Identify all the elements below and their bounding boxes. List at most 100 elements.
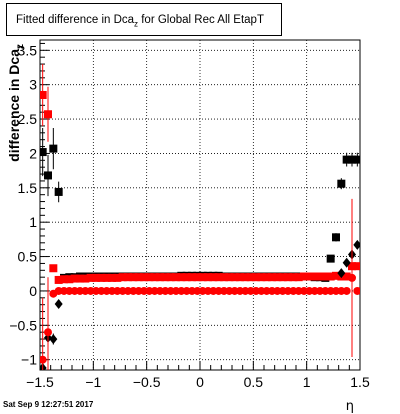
- data-point: [113, 273, 122, 282]
- data-point: [118, 273, 127, 282]
- y-tick-label: 1.5: [18, 180, 38, 196]
- data-point: [150, 273, 159, 282]
- y-axis-title-subscript: z: [15, 44, 26, 49]
- data-point: [54, 299, 63, 309]
- y-tick-label: 1: [29, 214, 37, 230]
- data-point: [246, 273, 255, 282]
- y-tick-label: 0: [29, 283, 37, 299]
- data-point: [257, 273, 266, 282]
- data-point: [145, 273, 154, 282]
- data-point: [182, 273, 191, 282]
- data-point: [188, 273, 196, 282]
- data-point: [177, 273, 186, 282]
- data-point: [204, 273, 212, 282]
- data-point: [65, 275, 74, 284]
- data-point: [342, 155, 351, 164]
- data-point: [129, 273, 138, 282]
- data-point: [321, 272, 330, 281]
- data-point: [40, 355, 47, 364]
- data-point: [342, 272, 351, 281]
- x-tick-label: 1: [303, 374, 311, 390]
- data-point: [310, 272, 319, 281]
- y-tick-label: −1: [21, 352, 37, 368]
- data-point: [81, 274, 90, 283]
- data-point: [161, 273, 170, 282]
- data-point: [54, 275, 63, 284]
- x-tick-label: −1: [85, 374, 101, 390]
- data-point: [134, 273, 143, 282]
- data-point: [172, 273, 180, 282]
- data-point: [49, 264, 58, 273]
- chart-title-subscript: z: [134, 19, 139, 29]
- data-point: [97, 273, 106, 282]
- timestamp-label: Sat Sep 9 12:27:51 2017: [3, 400, 94, 409]
- data-point: [86, 273, 95, 282]
- data-point: [284, 273, 292, 282]
- data-point: [156, 273, 164, 282]
- data-point: [44, 110, 52, 119]
- data-point: [300, 272, 308, 281]
- data-point: [60, 275, 68, 284]
- data-point: [353, 286, 360, 295]
- data-point: [342, 257, 351, 268]
- data-point: [273, 273, 282, 282]
- data-point: [214, 273, 223, 282]
- data-point: [220, 273, 228, 282]
- data-point: [166, 273, 175, 282]
- data-point: [353, 239, 360, 250]
- x-tick-label: 0.5: [244, 374, 264, 390]
- data-point: [326, 272, 335, 281]
- data-point: [49, 144, 58, 153]
- y-tick-label: −0.5: [9, 317, 37, 333]
- data-point: [332, 271, 340, 280]
- data-point: [108, 273, 116, 282]
- y-tick-label: 0.5: [18, 249, 38, 265]
- data-point: [198, 273, 207, 282]
- label-layer: −1.5 −1 −0.5 0 0.5 1 1.5 −1 −0.5 0 0.5 1 1.5 2 2.5 3 3.5…: [6, 42, 370, 414]
- data-point: [262, 273, 271, 282]
- data-point: [348, 155, 356, 164]
- data-point: [353, 155, 360, 164]
- data-point: [337, 268, 346, 279]
- x-tick-label: −0.5: [133, 374, 161, 390]
- data-point: [54, 187, 63, 196]
- data-series: [40, 64, 360, 284]
- grid-layer: [40, 40, 360, 370]
- chart-title-main: Fitted difference in Dca: [16, 14, 135, 26]
- data-point: [241, 273, 250, 282]
- data-point: [305, 272, 314, 281]
- data-point: [326, 254, 335, 263]
- data-point: [316, 272, 324, 281]
- data-point: [49, 334, 58, 345]
- data-point: [44, 328, 52, 337]
- data-point: [102, 273, 111, 282]
- y-tick-label: 3.5: [18, 42, 38, 58]
- data-point: [337, 179, 346, 188]
- marks-layer: [40, 64, 360, 370]
- y-tick-label: 2.5: [18, 111, 38, 127]
- data-point: [332, 233, 340, 242]
- data-point: [342, 286, 351, 295]
- chart-title-box: Fitted difference in Dcaz for Global Rec…: [6, 3, 282, 36]
- data-point: [124, 273, 132, 282]
- chart-title: Fitted difference in Dcaz for Global Rec…: [16, 14, 264, 28]
- data-point: [278, 273, 287, 282]
- y-tick-label: 3: [29, 77, 37, 93]
- data-point: [40, 148, 47, 157]
- data-point: [230, 273, 239, 282]
- data-point: [236, 273, 244, 282]
- data-point: [268, 273, 276, 282]
- data-point: [44, 171, 52, 180]
- data-point: [209, 273, 218, 282]
- x-tick-label: 1.5: [350, 374, 370, 390]
- data-point: [289, 273, 298, 282]
- data-point: [348, 273, 356, 282]
- data-series: [40, 198, 360, 370]
- data-point: [252, 273, 260, 282]
- x-tick-label: −1.5: [26, 374, 54, 390]
- data-point: [40, 91, 47, 99]
- data-point: [225, 273, 234, 282]
- data-point: [294, 273, 303, 282]
- data-point: [353, 262, 360, 271]
